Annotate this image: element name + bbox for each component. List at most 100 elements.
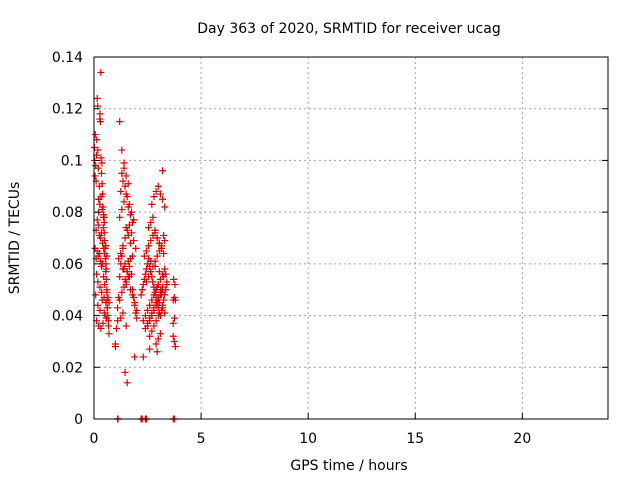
data-point [94,221,102,229]
data-point [119,177,127,185]
data-point [105,322,113,330]
data-point [127,208,135,216]
data-point [157,244,165,252]
data-point [126,239,134,247]
data-point [116,213,124,221]
data-point [138,286,146,294]
data-point [170,275,178,283]
data-point [103,252,111,260]
data-point [103,286,111,294]
data-point [117,187,125,195]
data-point [118,146,126,154]
data-point [97,154,105,162]
data-point [122,172,130,180]
data-point [119,309,127,317]
data-point [129,252,137,260]
data-point [102,242,110,250]
data-point [150,306,158,314]
data-point [92,291,100,299]
data-point [154,312,162,320]
data-point [105,330,113,338]
data-point [116,273,124,281]
data-point [93,216,101,224]
data-point [159,167,167,175]
data-point [99,224,107,232]
y-axis-ticks: 0 0.02 0.04 0.06 0.08 0.1 0.12 0.14 [52,50,608,428]
data-point [161,309,169,317]
x-axis-ticks: 0 5 10 15 20 [90,413,531,447]
data-point [102,268,110,276]
plot-frame [93,56,609,420]
data-point [131,299,139,307]
data-point [148,296,156,304]
x-tick-label: 0 [90,431,99,447]
data-point [139,317,147,325]
data-point [123,379,131,387]
data-point [148,312,156,320]
data-point [118,288,126,296]
data-point [156,286,164,294]
data-point [96,200,104,208]
data-point [133,314,141,322]
data-point [96,283,104,291]
data-point [96,118,104,126]
x-tick-label: 20 [513,431,531,447]
x-axis-title: GPS time / hours [290,458,407,474]
data-point [122,224,130,232]
data-point [124,231,132,239]
data-point [171,343,179,351]
data-point [153,252,161,260]
data-point [145,273,153,281]
data-point [160,250,168,258]
data-point [123,268,131,276]
data-point [114,304,122,312]
data-point [98,288,106,296]
data-point [160,231,168,239]
x-tick-label: 10 [299,431,317,447]
chart-title: Day 363 of 2020, SRMTID for receiver uca… [197,21,500,37]
data-point [118,169,126,177]
data-point [147,268,155,276]
y-tick-label: 0.14 [52,50,83,66]
data-point [129,291,137,299]
y-axis-title: SRMTID / TECUs [7,182,23,295]
data-point [140,252,148,260]
data-point [112,325,120,332]
y-tick-label: 0.06 [52,257,83,273]
data-point [94,301,102,309]
data-point [98,206,106,214]
data-point [156,190,164,198]
data-point [96,110,104,118]
data-point [132,244,140,252]
data-point [98,180,106,188]
y-tick-label: 0.12 [52,102,83,118]
data-point [137,291,145,299]
data-point [163,278,171,286]
data-point [118,206,126,214]
data-point [126,286,134,294]
data-point [171,296,179,304]
data-point [111,343,119,351]
data-point [150,322,158,330]
data-point [152,340,160,348]
data-point [97,69,105,77]
data-point [169,319,177,327]
data-point [159,304,167,312]
data-point [151,229,159,237]
data-point [119,242,127,250]
data-point [121,260,129,268]
data-point [147,218,155,226]
data-point [147,237,155,245]
data-point [142,247,150,255]
data-point [91,172,99,180]
data-point [169,332,177,340]
data-point [153,348,161,356]
data-point [122,322,130,330]
data-point [141,312,149,320]
data-point [100,273,108,281]
data-point [96,234,104,242]
x-tick-label: 15 [406,431,424,447]
data-point [99,213,107,221]
y-tick-label: 0.08 [52,205,83,221]
